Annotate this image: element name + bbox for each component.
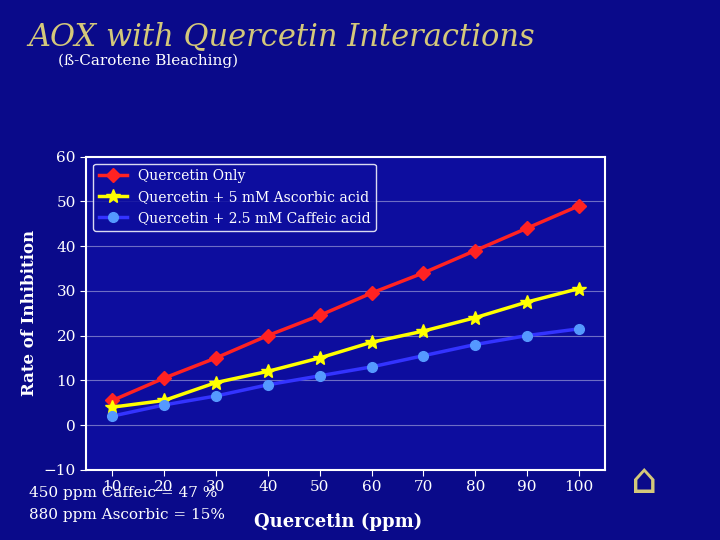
Quercetin Only bbox=[367, 290, 376, 296]
Quercetin Only bbox=[523, 225, 531, 232]
Quercetin + 2.5 mM Caffeic acid bbox=[160, 402, 168, 408]
Line: Quercetin + 5 mM Ascorbic acid: Quercetin + 5 mM Ascorbic acid bbox=[105, 282, 586, 414]
Quercetin + 2.5 mM Caffeic acid bbox=[264, 382, 272, 388]
Quercetin + 5 mM Ascorbic acid bbox=[419, 328, 428, 334]
Quercetin Only bbox=[160, 375, 168, 381]
Quercetin Only bbox=[575, 202, 583, 209]
Text: AOX with Quercetin Interactions: AOX with Quercetin Interactions bbox=[29, 22, 536, 52]
Quercetin + 5 mM Ascorbic acid bbox=[367, 339, 376, 346]
Quercetin Only bbox=[264, 332, 272, 339]
Quercetin + 2.5 mM Caffeic acid bbox=[367, 363, 376, 370]
Line: Quercetin + 2.5 mM Caffeic acid: Quercetin + 2.5 mM Caffeic acid bbox=[107, 324, 584, 421]
Line: Quercetin Only: Quercetin Only bbox=[107, 201, 584, 406]
Text: 880 ppm Ascorbic = 15%: 880 ppm Ascorbic = 15% bbox=[29, 508, 225, 522]
Quercetin + 2.5 mM Caffeic acid bbox=[108, 413, 117, 420]
Text: ⌂: ⌂ bbox=[631, 460, 657, 502]
Text: 450 ppm Caffeic = 47 %: 450 ppm Caffeic = 47 % bbox=[29, 486, 217, 500]
Quercetin Only bbox=[315, 312, 324, 319]
Quercetin Only bbox=[419, 269, 428, 276]
Quercetin + 2.5 mM Caffeic acid bbox=[212, 393, 220, 399]
Quercetin Only bbox=[108, 397, 117, 404]
Quercetin + 5 mM Ascorbic acid bbox=[212, 379, 220, 386]
Quercetin + 2.5 mM Caffeic acid bbox=[471, 341, 480, 348]
Quercetin + 5 mM Ascorbic acid bbox=[575, 285, 583, 292]
Quercetin + 5 mM Ascorbic acid bbox=[160, 397, 168, 404]
Y-axis label: Rate of Inhibition: Rate of Inhibition bbox=[21, 230, 38, 396]
Quercetin + 2.5 mM Caffeic acid bbox=[523, 332, 531, 339]
Quercetin + 5 mM Ascorbic acid bbox=[264, 368, 272, 375]
Quercetin + 2.5 mM Caffeic acid bbox=[315, 373, 324, 379]
Quercetin + 2.5 mM Caffeic acid bbox=[419, 353, 428, 359]
Legend: Quercetin Only, Quercetin + 5 mM Ascorbic acid, Quercetin + 2.5 mM Caffeic acid: Quercetin Only, Quercetin + 5 mM Ascorbi… bbox=[94, 164, 376, 231]
Quercetin Only bbox=[212, 355, 220, 361]
Quercetin + 5 mM Ascorbic acid bbox=[523, 299, 531, 305]
Quercetin + 2.5 mM Caffeic acid bbox=[575, 326, 583, 332]
Text: (ß-Carotene Bleaching): (ß-Carotene Bleaching) bbox=[58, 54, 238, 69]
Text: Quercetin (ppm): Quercetin (ppm) bbox=[254, 513, 423, 531]
Quercetin Only bbox=[471, 247, 480, 254]
Quercetin + 5 mM Ascorbic acid bbox=[315, 355, 324, 361]
Quercetin + 5 mM Ascorbic acid bbox=[471, 314, 480, 321]
Quercetin + 5 mM Ascorbic acid bbox=[108, 404, 117, 410]
